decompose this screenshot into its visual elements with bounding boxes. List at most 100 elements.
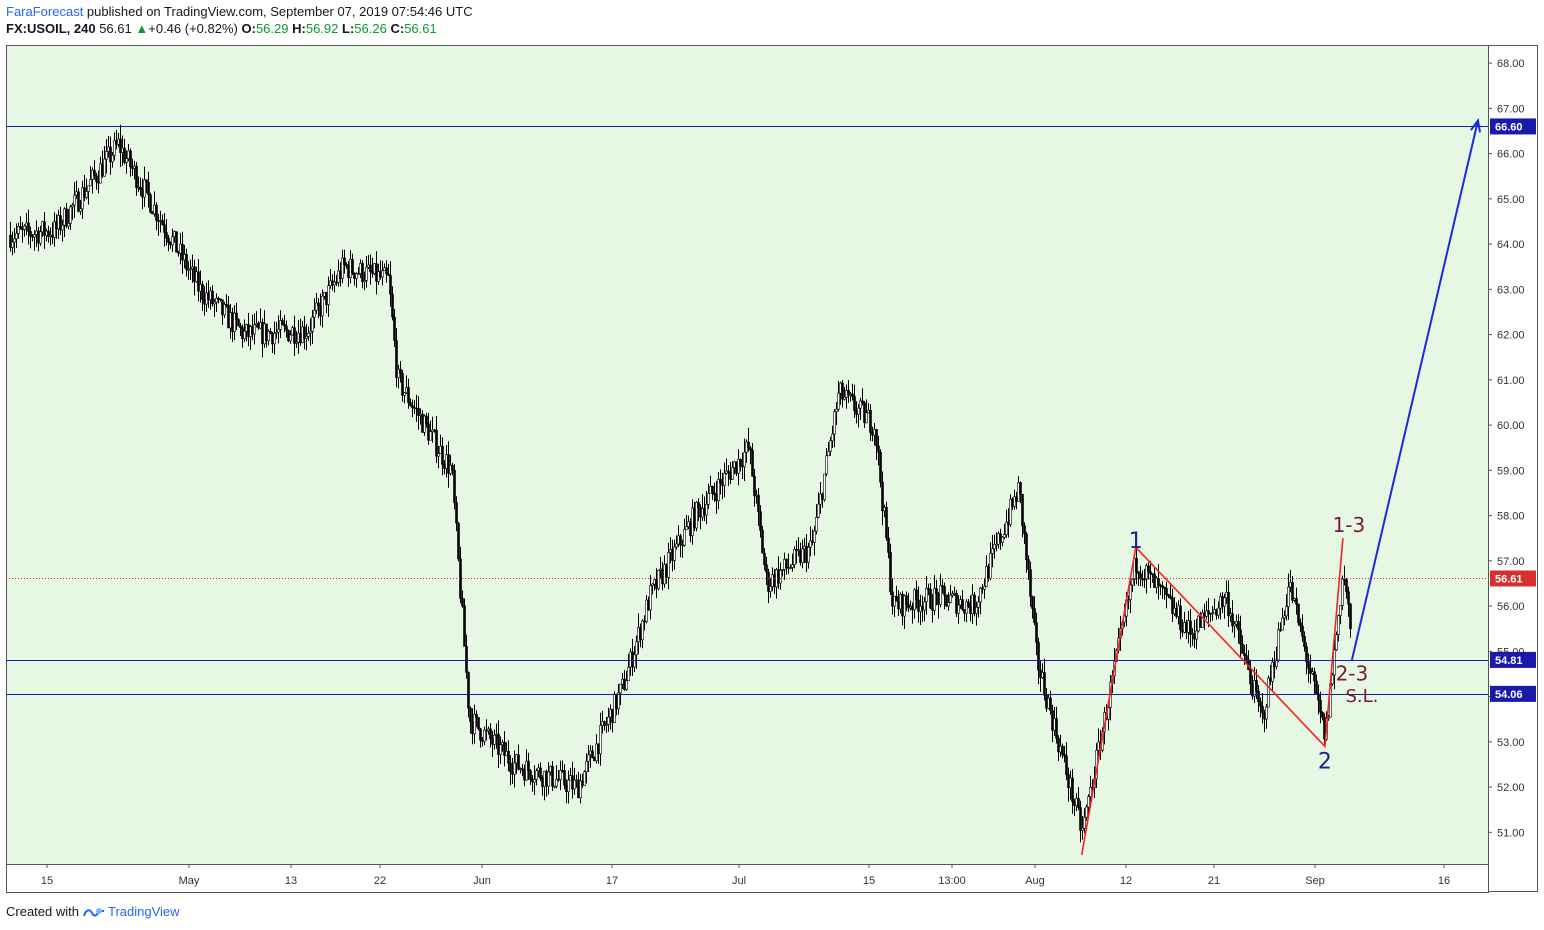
candle-body: [161, 220, 164, 226]
candle-body: [103, 158, 106, 177]
candle-body: [555, 778, 558, 787]
candle-body: [1127, 599, 1130, 601]
candle-body: [567, 779, 570, 793]
tradingview-link[interactable]: TradingView: [83, 904, 180, 919]
candle-body: [1275, 659, 1278, 667]
candle-body: [1209, 612, 1212, 615]
candle-body: [1199, 615, 1202, 628]
candle-body: [559, 770, 562, 781]
candle-body: [13, 238, 16, 243]
candle-body: [1061, 745, 1064, 755]
candle-body: [361, 263, 364, 283]
candle-body: [99, 163, 102, 184]
footer: Created with TradingView: [6, 904, 180, 919]
candle-body: [11, 241, 14, 248]
candle-body: [95, 175, 98, 182]
candle-body: [1201, 612, 1204, 628]
candle-body: [153, 204, 156, 215]
x-tick-label-10: 12: [1120, 875, 1132, 887]
candle-body: [345, 264, 348, 267]
candle-body: [591, 750, 594, 759]
overlays-group: 1 2 1-3 2-3S.L.: [6, 117, 1488, 856]
candle-body: [973, 594, 976, 614]
candle-body: [521, 768, 524, 771]
candle-body: [989, 553, 992, 579]
author-link[interactable]: FaraForecast: [6, 4, 84, 19]
candle-body: [1273, 661, 1276, 667]
candle-body: [33, 234, 36, 238]
candle-body: [183, 254, 186, 261]
candle-body: [1269, 677, 1272, 682]
candle-body: [967, 601, 970, 607]
time-axis[interactable]: 15 May 13 22 Jun 17 Jul 15 13:00 Aug 12 21 Sep 16: [6, 864, 1489, 893]
candle-body: [833, 411, 836, 435]
candle-body: [267, 331, 270, 341]
candle-body: [1333, 649, 1336, 676]
candle-body: [303, 326, 306, 339]
candle-body: [1271, 661, 1274, 682]
candle-body: [1197, 615, 1200, 632]
candle-body: [831, 433, 834, 442]
candle-body: [149, 194, 152, 213]
candle-body: [513, 762, 516, 775]
level-2-badge-label: 54.06: [1495, 689, 1523, 701]
candle-body: [1067, 774, 1070, 789]
candle-body: [1255, 680, 1258, 692]
candle-body: [1021, 493, 1024, 526]
wave-path[interactable]: [1080, 538, 1344, 856]
candle-body: [363, 280, 366, 283]
candle-body: [169, 242, 172, 246]
candle-body: [113, 140, 116, 156]
wave-label-0: 1: [1129, 529, 1143, 554]
candle-body: [965, 601, 968, 614]
candle-body: [477, 717, 480, 730]
candle-body: [875, 429, 878, 447]
price-axis[interactable]: 51.0052.0053.0054.0055.0056.0057.0058.00…: [1488, 45, 1538, 892]
candle-body: [905, 595, 908, 605]
candle-body: [185, 254, 188, 270]
candle-body: [59, 215, 62, 231]
candle-body: [159, 220, 162, 222]
candle-body: [983, 586, 986, 590]
candle-body: [1263, 712, 1266, 720]
candle-body: [15, 233, 18, 240]
open-value: 56.29: [255, 21, 289, 36]
candle-body: [1317, 693, 1320, 701]
candle-body: [861, 400, 864, 404]
candle-body: [279, 320, 282, 330]
projection-arrow[interactable]: [1350, 120, 1479, 661]
candle-body: [157, 220, 160, 222]
candle-body: [131, 166, 134, 169]
plot-area[interactable]: [6, 45, 1489, 865]
candle-body: [1285, 606, 1288, 617]
candle-body: [435, 429, 438, 457]
candle-body: [1335, 634, 1338, 651]
x-tick-label-3: 22: [374, 875, 386, 887]
candle-body: [1009, 498, 1012, 525]
candle-body: [617, 692, 620, 710]
candle-body: [685, 526, 688, 530]
candle-body: [1131, 579, 1134, 586]
candle-body: [915, 589, 918, 601]
candle-body: [1347, 591, 1350, 605]
candle-body: [675, 543, 678, 548]
candle-body: [1049, 697, 1052, 711]
candle-body: [483, 729, 486, 742]
candle-body: [243, 330, 246, 339]
y-tick-label-12: 63.00: [1497, 284, 1525, 296]
candle-body: [499, 744, 502, 755]
candle-body: [785, 558, 788, 569]
candle-body: [1235, 621, 1238, 625]
x-tick-label-6: Jul: [732, 875, 746, 887]
candle-body: [429, 431, 432, 441]
candle-body: [1259, 701, 1262, 707]
candle-body: [461, 598, 464, 607]
candle-body: [1163, 586, 1166, 589]
y-tick-label-13: 64.00: [1497, 239, 1525, 251]
up-triangle-icon: ▲: [135, 21, 149, 36]
candle-body: [177, 251, 180, 254]
candle-body: [121, 147, 124, 153]
candle-body: [1059, 745, 1062, 753]
candle-body: [977, 601, 980, 608]
